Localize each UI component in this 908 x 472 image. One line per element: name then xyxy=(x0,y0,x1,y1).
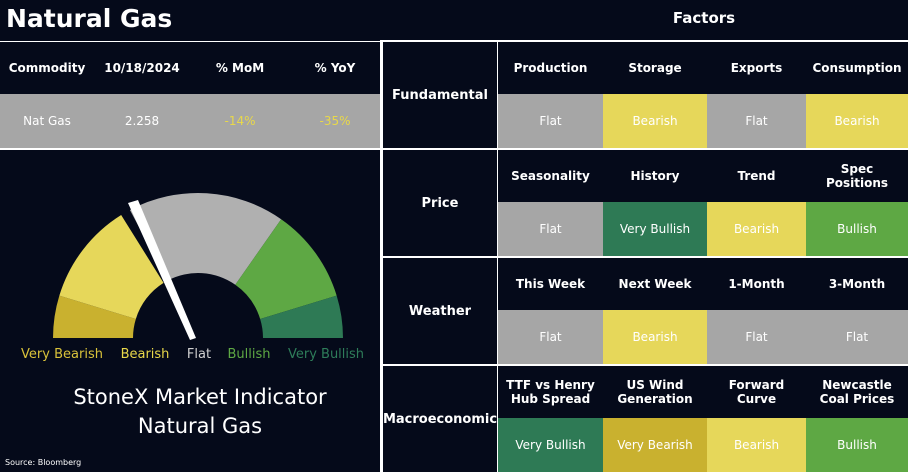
table-header: 10/18/2024 xyxy=(104,61,180,75)
factor-signal: Bearish xyxy=(603,310,707,364)
divider xyxy=(380,40,383,472)
divider xyxy=(383,364,908,366)
divider xyxy=(497,42,498,148)
factor-name: Spec Positions xyxy=(825,162,889,190)
group-label: Macroeconomic xyxy=(382,411,498,427)
factor-signal: Very Bullish xyxy=(603,202,707,256)
table-header-bg xyxy=(0,41,380,42)
factor-name: 3-Month xyxy=(828,277,886,291)
gauge-segment xyxy=(53,295,136,338)
factor-signal: Bullish xyxy=(806,418,908,472)
gauge-label: Very Bearish xyxy=(21,346,103,362)
group-label: Weather xyxy=(408,303,472,319)
divider xyxy=(497,366,498,472)
factor-name: 1-Month xyxy=(728,277,785,291)
table-header: Commodity xyxy=(8,61,86,75)
factor-signal: Flat xyxy=(707,310,806,364)
factor-name: Exports xyxy=(730,61,783,75)
factor-name: TTF vs Henry Hub Spread xyxy=(506,378,595,406)
gauge-segment xyxy=(59,215,164,319)
factor-signal: Flat xyxy=(707,94,806,148)
page-title: Natural Gas xyxy=(6,3,173,33)
factor-signal: Bearish xyxy=(603,94,707,148)
gauge-label: Bearish xyxy=(120,346,170,362)
table-cell: Nat Gas xyxy=(23,114,71,128)
factor-signal: Bearish xyxy=(806,94,908,148)
factor-name: This Week xyxy=(515,277,586,291)
factor-name: Storage xyxy=(628,61,682,75)
divider xyxy=(497,150,498,256)
factor-name: Consumption xyxy=(812,61,902,75)
factor-name: Seasonality xyxy=(511,169,590,183)
table-cell: 2.258 xyxy=(124,114,160,128)
factor-name: US Wind Generation xyxy=(617,378,693,406)
divider xyxy=(0,148,380,150)
divider xyxy=(383,148,908,150)
table-header: % YoY xyxy=(314,61,356,75)
factor-name: Trend xyxy=(737,169,776,183)
factor-name: Forward Curve xyxy=(728,378,785,406)
gauge-segment xyxy=(235,219,337,319)
table-header: % MoM xyxy=(215,61,265,75)
factor-signal: Flat xyxy=(498,310,603,364)
factor-signal: Bullish xyxy=(806,202,908,256)
table-cell: -14% xyxy=(224,114,256,128)
gauge-label: Very Bullish xyxy=(287,346,365,362)
source: Source: Bloomberg xyxy=(5,457,82,467)
factor-signal: Bearish xyxy=(707,202,806,256)
group-label: Price xyxy=(421,195,459,211)
indicator-title: StoneX Market Indicator xyxy=(73,385,327,409)
factor-signal: Flat xyxy=(498,202,603,256)
factors-header: Factors xyxy=(672,9,736,27)
gauge-label: Bullish xyxy=(227,346,271,362)
indicator-title: Natural Gas xyxy=(137,414,263,438)
factor-name: Newcastle Coal Prices xyxy=(819,378,895,406)
factor-name: Production xyxy=(513,61,588,75)
factor-signal: Very Bearish xyxy=(603,418,707,472)
divider xyxy=(497,258,498,364)
factor-signal: Very Bullish xyxy=(498,418,603,472)
factor-signal: Bearish xyxy=(707,418,806,472)
divider xyxy=(383,256,908,258)
gauge-segment xyxy=(260,295,343,338)
divider xyxy=(383,40,908,42)
gauge-segment xyxy=(129,192,282,285)
table-cell: -35% xyxy=(319,114,351,128)
group-label: Fundamental xyxy=(392,87,488,103)
gauge-needle xyxy=(128,200,196,340)
gauge-label: Flat xyxy=(186,346,212,362)
factor-name: Next Week xyxy=(618,277,692,291)
gauge xyxy=(53,192,343,340)
factor-signal: Flat xyxy=(806,310,908,364)
factor-name: History xyxy=(630,169,680,183)
table-row-bg xyxy=(0,94,380,148)
factor-signal: Flat xyxy=(498,94,603,148)
